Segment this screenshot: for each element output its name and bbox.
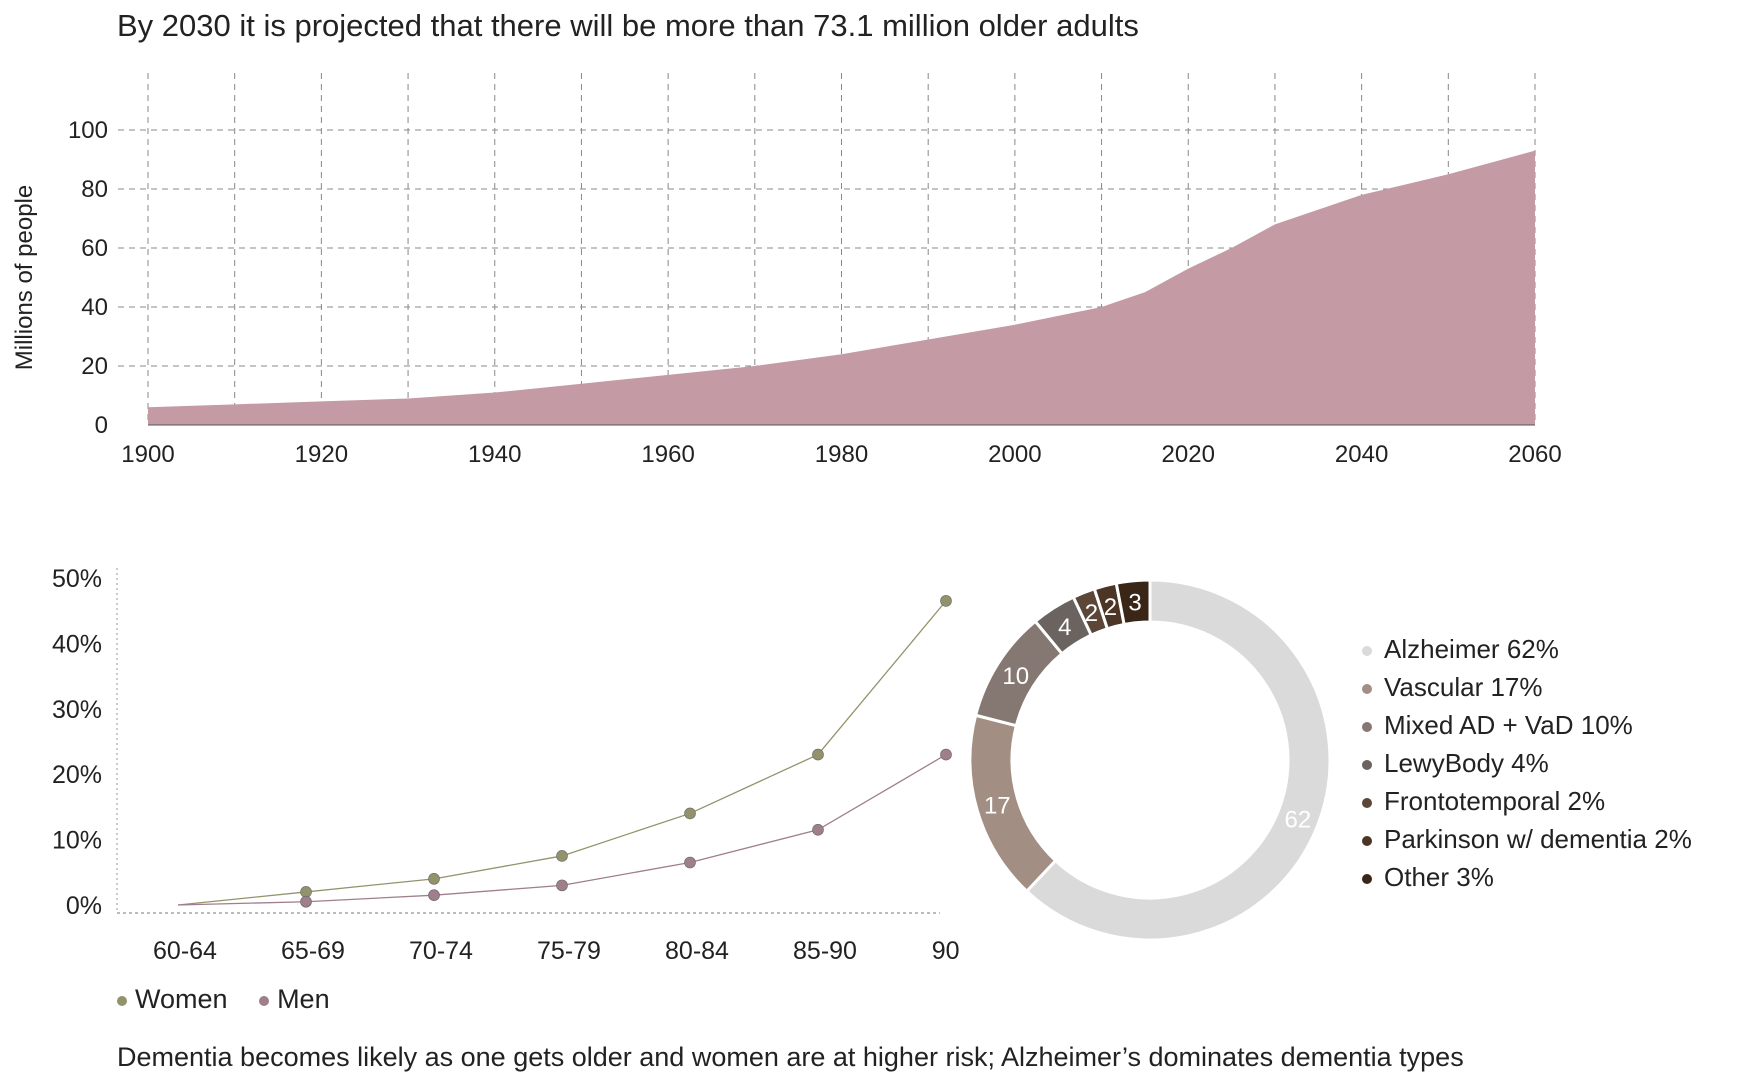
alzheimer-marker-icon [1362, 646, 1372, 657]
legend-row-frontotemporal: Frontotemporal 2% [1362, 782, 1692, 820]
legend-label: Alzheimer 62% [1384, 634, 1559, 664]
legend-label: Other 3% [1384, 862, 1494, 892]
frontotemporal-marker-icon [1362, 798, 1372, 809]
donut-slice [968, 713, 1058, 894]
data-point-women [684, 807, 696, 820]
legend-row-lewybody: LewyBody 4% [1362, 744, 1692, 782]
donut-slice [1114, 578, 1152, 627]
legend-label-women: Women [135, 984, 228, 1014]
women-marker-icon [117, 995, 127, 1006]
x-tick-label: 1920 [295, 441, 348, 468]
y-tick-label: 30% [52, 696, 102, 724]
y-tick-label: 0 [95, 412, 108, 439]
chart-caption: Dementia becomes likely as one gets olde… [117, 1042, 1464, 1072]
data-point-men [556, 879, 568, 892]
legend-row-alzheimer: Alzheimer 62% [1362, 630, 1692, 668]
x-tick-label: 2040 [1335, 441, 1388, 468]
data-point-women [812, 748, 824, 761]
y-tick-label: 50% [52, 565, 102, 593]
x-tick-label: 85-90 [793, 937, 857, 960]
y-tick-label: 10% [52, 827, 102, 855]
x-tick-label: 1960 [641, 441, 694, 468]
data-point-women [300, 886, 312, 898]
x-tick-label: 70-74 [409, 937, 473, 960]
x-tick-label: 65-69 [281, 937, 345, 960]
legend-row-parkinson: Parkinson w/ dementia 2% [1362, 820, 1692, 858]
x-tick-label: 2000 [988, 441, 1041, 468]
legend-label: Vascular 17% [1384, 672, 1543, 702]
data-point-men [812, 823, 824, 836]
page-title: By 2030 it is projected that there will … [117, 8, 1139, 43]
legend-label: Parkinson w/ dementia 2% [1384, 824, 1692, 854]
x-tick-label: 1980 [815, 441, 868, 468]
slice-value-label: 10 [1002, 663, 1029, 690]
y-tick-label: 20 [81, 353, 108, 380]
slice-value-label: 2 [1104, 594, 1117, 621]
legend-label: Frontotemporal 2% [1384, 786, 1606, 816]
legend-label-men: Men [277, 984, 330, 1014]
dementia-risk-line-chart: 0% 10% 20% 30% 40% 50% 60-64 65-69 70-74 75-79 80-… [52, 565, 960, 960]
slice-value-label: 2 [1085, 600, 1098, 627]
men-marker-icon [259, 995, 270, 1006]
data-point-women [428, 873, 440, 885]
legend-label: LewyBody 4% [1384, 748, 1549, 778]
legend-item-women: Women [117, 984, 228, 1015]
mixed-marker-icon [1362, 722, 1372, 733]
y-axis-label: Millions of people [11, 185, 38, 370]
data-point-men [684, 856, 696, 869]
legend-row-vascular: Vascular 17% [1362, 668, 1692, 706]
y-tick-label: 20% [52, 761, 102, 789]
data-point-men [300, 895, 312, 908]
data-point-women [556, 850, 568, 862]
line-chart-legend: Women Men [117, 984, 354, 1015]
y-tick-label: 100 [68, 117, 108, 144]
x-tick-label: 2060 [1508, 441, 1561, 468]
donut-slice [1024, 578, 1332, 942]
x-tick-label: 1900 [121, 441, 174, 468]
y-tick-label: 40% [52, 630, 102, 658]
data-point-men [428, 889, 440, 901]
other-marker-icon [1362, 874, 1372, 885]
lewybody-marker-icon [1362, 760, 1372, 771]
legend-row-other: Other 3% [1362, 858, 1692, 896]
donut-legend: Alzheimer 62% Vascular 17% Mixed AD + Va… [1362, 630, 1692, 896]
vascular-marker-icon [1362, 684, 1372, 695]
slice-value-label: 17 [984, 792, 1011, 819]
y-tick-label: 80 [81, 176, 108, 203]
parkinson-marker-icon [1362, 836, 1372, 847]
x-tick-label: 90+ [932, 937, 960, 960]
legend-label: Mixed AD + VaD 10% [1384, 710, 1633, 740]
x-tick-label: 60-64 [153, 937, 217, 960]
x-tick-label: 80-84 [665, 937, 729, 960]
legend-item-men: Men [259, 984, 330, 1015]
x-tick-label: 1940 [468, 441, 521, 468]
slice-value-label: 3 [1128, 590, 1141, 617]
legend-row-mixed: Mixed AD + VaD 10% [1362, 706, 1692, 744]
data-point-men [940, 748, 952, 761]
data-point-women [940, 595, 952, 607]
y-tick-label: 60 [81, 235, 108, 262]
slice-value-label: 4 [1058, 614, 1071, 641]
y-tick-label: 0% [66, 892, 102, 920]
x-tick-label: 2020 [1162, 441, 1215, 468]
slice-value-label: 62 [1284, 807, 1311, 834]
x-tick-label: 75-79 [537, 937, 601, 960]
y-tick-label: 40 [81, 294, 108, 321]
population-area [148, 150, 1535, 425]
